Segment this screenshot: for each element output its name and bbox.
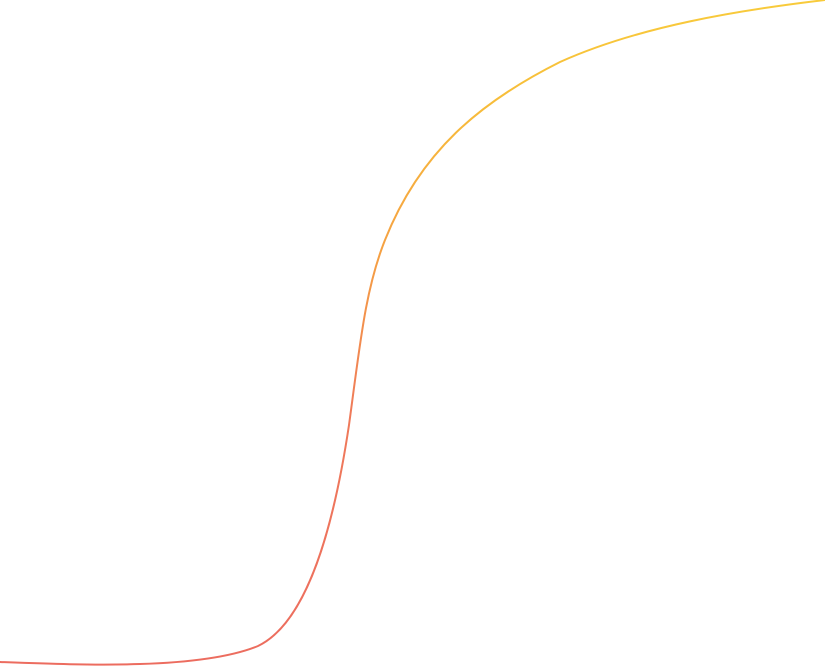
page: Curve {} html, body { margin: 0; padding… — [0, 0, 825, 666]
decorative-curve-canvas — [0, 0, 825, 666]
page-body — [0, 0, 825, 666]
decorative-curve — [0, 0, 825, 666]
